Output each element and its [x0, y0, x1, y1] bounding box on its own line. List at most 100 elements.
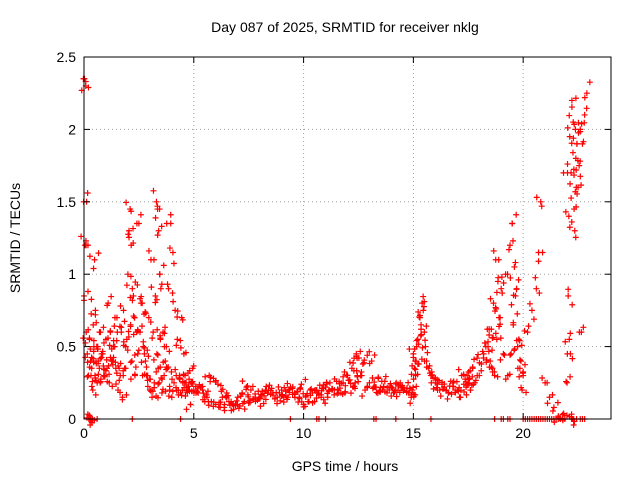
- data-point: [125, 231, 132, 238]
- data-point: [523, 389, 530, 396]
- data-point: [110, 343, 117, 350]
- data-point: [375, 374, 382, 381]
- data-point: [361, 357, 368, 364]
- data-point: [576, 162, 583, 169]
- data-point: [157, 335, 164, 342]
- data-point: [342, 382, 349, 389]
- data-point: [89, 378, 96, 385]
- data-point: [338, 380, 345, 387]
- data-point: [217, 399, 224, 406]
- data-point: [225, 392, 232, 399]
- data-point: [423, 323, 430, 330]
- data-point: [113, 370, 120, 377]
- data-point: [355, 378, 362, 385]
- data-point: [565, 213, 572, 220]
- data-point: [508, 301, 515, 308]
- data-point: [500, 280, 507, 286]
- data-point: [263, 383, 270, 390]
- data-point: [563, 378, 570, 385]
- data-point: [163, 220, 170, 227]
- data-point: [96, 365, 103, 372]
- data-point: [117, 389, 124, 396]
- data-point: [510, 319, 517, 326]
- data-point: [243, 384, 250, 391]
- data-point: [233, 397, 240, 404]
- data-point: [469, 364, 476, 371]
- data-point: [280, 399, 287, 406]
- data-point: [530, 316, 537, 323]
- data-point: [142, 310, 149, 317]
- data-point: [277, 397, 284, 404]
- data-point: [364, 383, 371, 390]
- data-point: [112, 365, 119, 372]
- data-point: [518, 342, 525, 349]
- data-point: [130, 225, 137, 232]
- data-point: [309, 399, 316, 406]
- data-point: [581, 111, 588, 118]
- data-point: [572, 95, 579, 102]
- plot-frame: [83, 56, 612, 420]
- data-point: [200, 390, 207, 397]
- data-point: [257, 391, 264, 398]
- data-point: [562, 208, 569, 215]
- data-point: [84, 373, 91, 380]
- data-point: [147, 376, 154, 383]
- data-point: [151, 384, 158, 391]
- data-point: [86, 412, 93, 419]
- data-point: [100, 362, 107, 369]
- data-point: [486, 332, 493, 339]
- data-point: [571, 227, 578, 234]
- data-point: [205, 402, 212, 409]
- data-point: [491, 372, 498, 379]
- data-point: [564, 379, 571, 386]
- y-tick-label: 0.5: [57, 339, 77, 355]
- data-point: [569, 149, 576, 156]
- data-point: [524, 329, 531, 336]
- data-point: [165, 285, 172, 292]
- data-point: [134, 281, 141, 288]
- data-point: [583, 105, 590, 112]
- data-point: [364, 352, 371, 359]
- data-point: [493, 289, 500, 296]
- data-point: [207, 374, 214, 381]
- y-tick-label: 1.5: [57, 194, 77, 210]
- data-point: [509, 220, 516, 227]
- data-point: [156, 271, 163, 278]
- data-point: [117, 360, 124, 367]
- data-point: [526, 300, 533, 307]
- data-point: [353, 367, 360, 374]
- data-point: [350, 359, 357, 366]
- data-point: [247, 399, 254, 406]
- data-point: [134, 350, 141, 357]
- data-point: [502, 376, 509, 383]
- data-point: [475, 351, 482, 358]
- data-point: [544, 379, 551, 386]
- data-point: [308, 385, 315, 392]
- data-point: [196, 381, 203, 388]
- data-point: [139, 372, 146, 379]
- data-point: [125, 333, 132, 340]
- grid-lines: [84, 57, 611, 419]
- data-point: [164, 281, 171, 288]
- data-point: [84, 359, 91, 366]
- data-point: [169, 376, 176, 383]
- data-point: [127, 321, 134, 328]
- data-point: [498, 274, 505, 281]
- data-point: [158, 389, 165, 396]
- data-point: [533, 285, 540, 292]
- data-point: [437, 393, 444, 400]
- data-point: [359, 393, 366, 400]
- data-point: [82, 354, 89, 361]
- data-point: [176, 376, 183, 383]
- data-point: [450, 378, 457, 385]
- data-point: [95, 250, 102, 257]
- data-point: [100, 324, 107, 331]
- data-point: [499, 290, 506, 297]
- data-point: [347, 380, 354, 387]
- data-point: [214, 381, 221, 388]
- data-point: [565, 286, 572, 293]
- data-point: [532, 274, 539, 281]
- data-point: [336, 385, 343, 392]
- data-point: [93, 319, 100, 326]
- data-point: [410, 384, 417, 391]
